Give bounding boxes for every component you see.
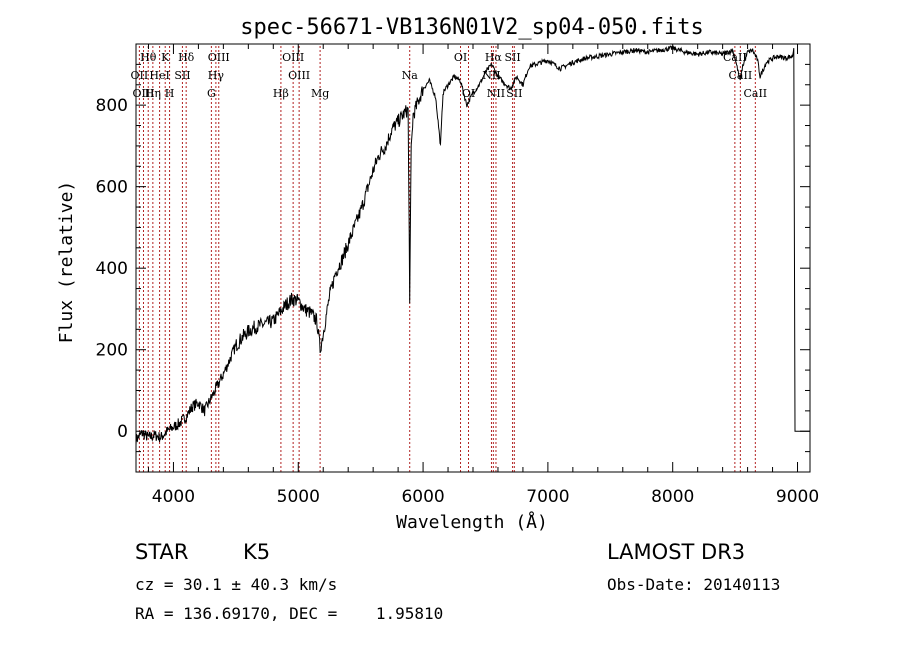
x-tick-label: 9000 xyxy=(776,487,819,507)
x-axis-ticks: 4000 5000 6000 7000 8000 9000 xyxy=(147,44,819,507)
line-marker-label: HeI xyxy=(149,69,169,82)
line-marker-label: Hγ xyxy=(208,69,225,82)
chart-title: spec-56671-VB136N01V2_sp04-050.fits xyxy=(240,15,704,40)
line-marker-label: OII xyxy=(131,69,149,82)
y-axis-label: Flux (relative) xyxy=(56,181,77,344)
survey-name: LAMOST DR3 xyxy=(607,540,746,564)
x-tick-label: 4000 xyxy=(152,487,195,507)
x-tick-label: 6000 xyxy=(401,487,444,507)
line-marker-label: OIII xyxy=(132,87,154,100)
emission-line-markers xyxy=(138,46,756,472)
y-tick-label: 800 xyxy=(96,96,128,116)
y-tick-label: 400 xyxy=(96,259,128,279)
line-marker-label: NII xyxy=(487,87,505,100)
x-tick-label: 7000 xyxy=(526,487,569,507)
line-marker-label: SII xyxy=(174,69,190,82)
line-marker-label: Hη xyxy=(145,87,161,100)
y-tick-label: 0 xyxy=(117,422,128,442)
line-marker-label: OIII xyxy=(282,51,304,64)
y-axis-ticks: 0 200 400 600 800 xyxy=(96,63,810,473)
line-marker-label: G xyxy=(207,87,216,100)
y-tick-label: 200 xyxy=(96,341,128,361)
line-marker-label: SII xyxy=(506,87,522,100)
line-marker-label: Na xyxy=(402,69,419,82)
line-marker-label: H xyxy=(165,87,175,100)
coordinates: RA = 136.69170, DEC = 1.95810 xyxy=(135,604,444,623)
line-marker-label: SII xyxy=(504,51,520,64)
line-marker-label: CaII xyxy=(743,87,767,100)
line-marker-label: Hδ xyxy=(178,51,195,64)
object-subclass: K5 xyxy=(243,540,271,564)
emission-line-labels: Hθ OII OIII K HeI Hη H SII Hδ OIII Hγ G OIII OIII Hβ Mg… xyxy=(131,51,768,100)
y-tick-label: 600 xyxy=(96,178,128,198)
line-marker-label: OI xyxy=(454,51,467,64)
line-marker-label: OIII xyxy=(208,51,230,64)
observation-date: Obs-Date: 20140113 xyxy=(607,575,781,594)
line-marker-label: Hθ xyxy=(140,51,157,64)
x-tick-label: 8000 xyxy=(651,487,694,507)
line-marker-label: OI xyxy=(462,87,475,100)
line-marker-label: Hβ xyxy=(273,87,289,100)
line-marker-label: Hα xyxy=(485,51,503,64)
line-marker-label: K xyxy=(161,51,170,64)
object-class: STAR xyxy=(135,540,189,564)
x-tick-label: 5000 xyxy=(277,487,320,507)
plot-frame xyxy=(135,43,811,473)
line-marker-label: Mg xyxy=(311,87,329,100)
spectrum-series-line xyxy=(135,45,810,446)
line-marker-label: OIII xyxy=(288,69,310,82)
redshift-velocity: cz = 30.1 ± 40.3 km/s xyxy=(135,575,338,594)
x-axis-label: Wavelength (Å) xyxy=(396,511,548,533)
